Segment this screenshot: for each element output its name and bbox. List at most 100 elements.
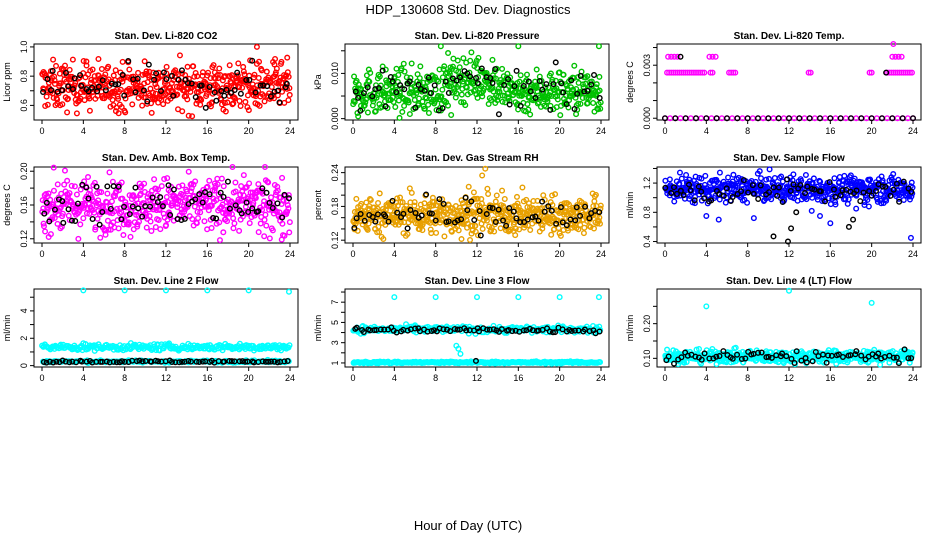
data-point-all	[668, 53, 675, 60]
data-point-all	[236, 227, 243, 234]
data-point-all	[472, 222, 479, 229]
x-tick-label: 16	[513, 249, 523, 259]
x-tick-label: 8	[122, 373, 127, 383]
data-point-all	[286, 91, 293, 98]
data-point-all	[560, 71, 567, 78]
data-point-all	[112, 67, 119, 74]
data-point-all	[588, 78, 595, 85]
data-point-all	[500, 204, 507, 211]
x-tick-label: 0	[39, 373, 44, 383]
data-point-all	[195, 215, 202, 222]
data-point-hourly	[357, 210, 364, 217]
data-point-all	[491, 228, 498, 235]
data-point-hourly	[196, 358, 203, 365]
data-point-all	[552, 191, 559, 198]
data-point-all	[407, 74, 414, 81]
data-point-all	[224, 99, 231, 106]
data-point-hourly	[879, 183, 886, 190]
data-point-hourly	[677, 53, 684, 60]
data-point-hourly	[119, 71, 126, 78]
x-tick-label: 20	[244, 373, 254, 383]
data-point-all	[163, 63, 170, 70]
data-point-all	[512, 232, 519, 239]
data-point-all	[80, 215, 87, 222]
data-point-all	[454, 57, 461, 64]
data-point-all	[423, 95, 430, 102]
data-point-all	[699, 69, 706, 76]
data-point-all	[216, 65, 223, 72]
x-tick-label: 24	[285, 249, 295, 259]
data-point-hourly	[372, 86, 379, 93]
x-tick-label: 24	[285, 373, 295, 383]
data-point-all	[42, 228, 49, 235]
data-point-hourly	[457, 74, 464, 81]
data-point-all	[791, 115, 798, 122]
data-point-all	[105, 63, 112, 70]
x-tick-label: 20	[867, 126, 877, 136]
data-point-all	[367, 69, 374, 76]
x-tick-label: 16	[825, 126, 835, 136]
data-point-all	[868, 69, 875, 76]
data-point-hourly	[571, 327, 578, 334]
data-point-high	[556, 294, 563, 301]
data-point-all	[687, 115, 694, 122]
data-point-hourly	[96, 221, 103, 228]
data-point-all	[95, 197, 102, 204]
data-point-all	[441, 63, 448, 70]
data-point-all	[592, 191, 599, 198]
x-tick-label: 12	[161, 373, 171, 383]
data-point-all	[419, 227, 426, 234]
data-point-hourly	[43, 199, 50, 206]
data-point-hourly	[517, 102, 524, 109]
data-point-hourly	[83, 184, 90, 191]
data-point-hourly	[723, 185, 730, 192]
data-point-hourly	[787, 187, 794, 194]
data-point-hourly	[577, 72, 584, 79]
data-point-hourly	[680, 192, 687, 199]
data-point-all	[435, 78, 442, 85]
data-point-hourly	[546, 328, 553, 335]
data-point-all	[575, 100, 582, 107]
data-point-hourly	[853, 187, 860, 194]
data-point-hourly	[99, 209, 106, 216]
data-point-all	[41, 223, 48, 230]
data-point-hourly	[755, 195, 762, 202]
data-point-hourly	[238, 210, 245, 217]
data-point-all	[396, 90, 403, 97]
x-tick-label: 8	[122, 126, 127, 136]
data-point-all	[712, 53, 719, 60]
data-point-all	[906, 69, 913, 76]
data-point-hourly	[489, 79, 496, 86]
data-point-hourly	[563, 222, 570, 229]
data-point-hourly	[393, 89, 400, 96]
data-point-hourly	[668, 190, 675, 197]
data-point-hourly	[536, 78, 543, 85]
data-point-all	[158, 183, 165, 190]
data-point-all	[425, 109, 432, 116]
data-point-all	[527, 111, 534, 118]
data-point-all	[230, 100, 237, 107]
data-point-hourly	[837, 192, 844, 199]
data-point-all	[163, 194, 170, 201]
data-point-hourly	[65, 83, 72, 90]
data-point-hourly	[44, 76, 51, 83]
data-point-hourly	[206, 191, 213, 198]
data-point-all	[455, 227, 462, 234]
data-point-hourly	[757, 182, 764, 189]
data-point-all	[884, 115, 891, 122]
data-point-hourly	[686, 181, 693, 188]
x-tick-label: 16	[202, 249, 212, 259]
data-point-hourly	[454, 326, 461, 333]
data-point-all	[126, 66, 133, 73]
data-point-all	[401, 102, 408, 109]
data-point-all	[739, 115, 746, 122]
data-point-all	[901, 181, 908, 188]
data-point-hourly	[404, 225, 411, 232]
x-tick-label: 16	[202, 373, 212, 383]
data-point-all	[707, 69, 714, 76]
x-tick-label: 20	[867, 249, 877, 259]
data-point-hourly	[495, 111, 502, 118]
data-point-all	[230, 215, 237, 222]
